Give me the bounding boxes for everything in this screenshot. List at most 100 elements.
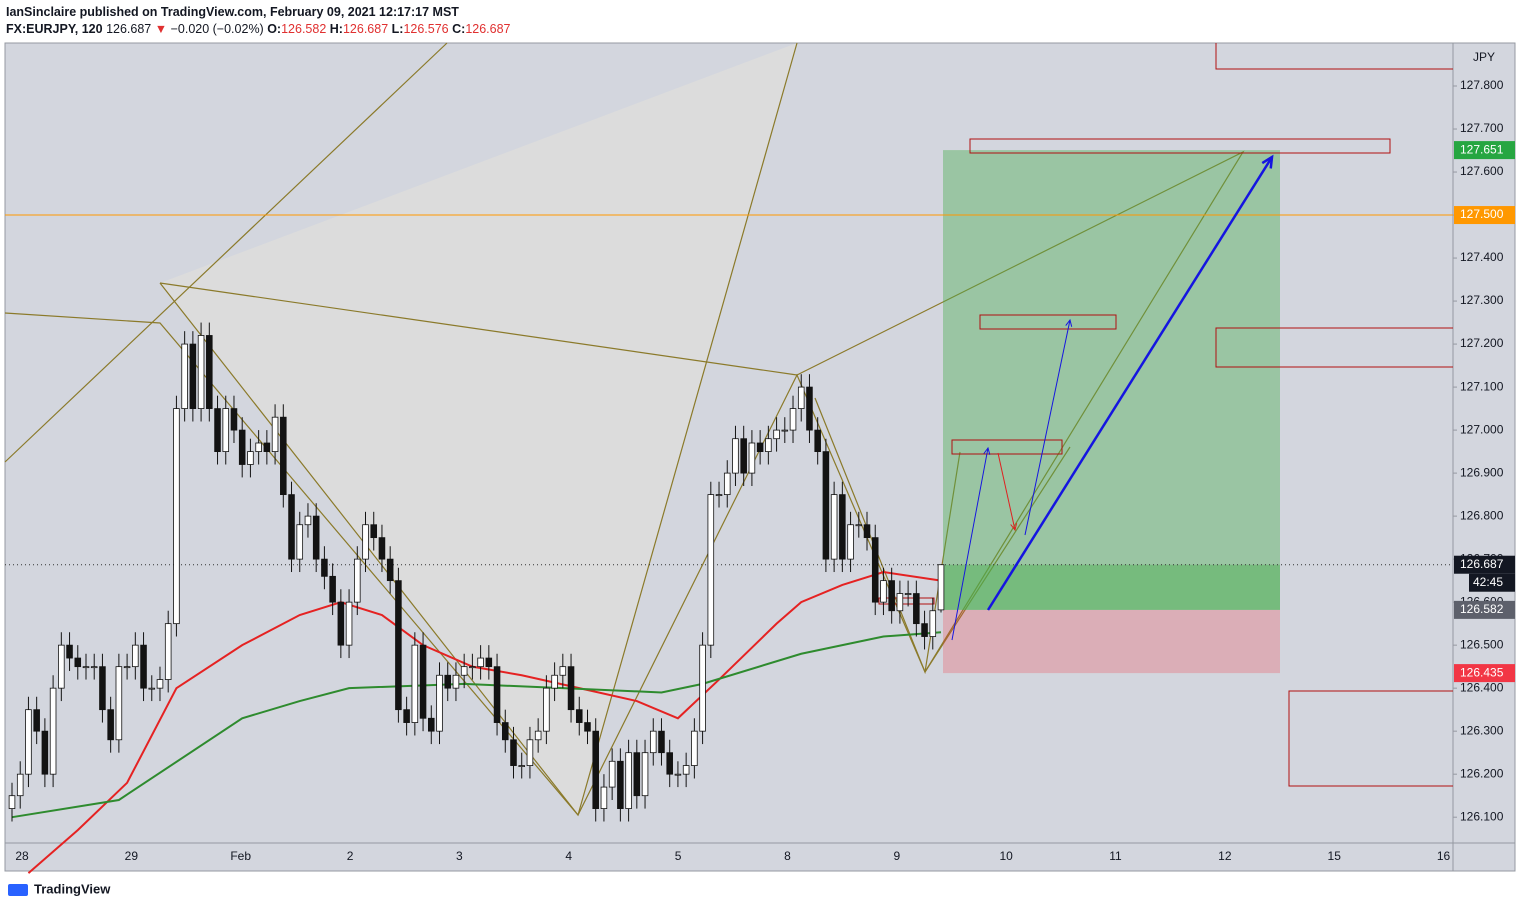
position <box>943 150 1280 674</box>
candle-body <box>173 408 180 625</box>
y-tick-label: 126.100 <box>1460 809 1504 823</box>
x-tick-label: 16 <box>1437 849 1451 863</box>
h-value: 126.687 <box>342 22 389 36</box>
x-tick-label: 3 <box>456 849 463 863</box>
pattern-line <box>924 446 1071 673</box>
candle-body <box>436 674 443 732</box>
candle-body <box>633 752 641 797</box>
candle-body <box>395 580 402 711</box>
y-tick-label: 127.800 <box>1460 78 1504 92</box>
candle-body <box>99 666 106 711</box>
candle-body <box>699 644 706 732</box>
candle-body <box>477 657 484 668</box>
arrow <box>1024 319 1071 536</box>
pattern-line <box>159 282 798 376</box>
zone <box>878 597 935 605</box>
candle-body <box>90 666 98 669</box>
candle-body <box>66 644 73 659</box>
candle-body <box>238 429 246 465</box>
candle-body <box>181 343 188 409</box>
x-tick-label: 2 <box>347 849 354 863</box>
candle-body <box>123 666 131 669</box>
y-tick-label: 126.500 <box>1460 637 1504 651</box>
candle-body <box>74 657 82 668</box>
symbol: FX:EURJPY, 120 <box>6 22 103 36</box>
l-label: L: <box>391 22 404 36</box>
x-tick-label: 29 <box>125 849 139 863</box>
candle-body <box>921 623 928 637</box>
y-tick-label: 126.400 <box>1460 680 1504 694</box>
candle-body <box>510 739 517 766</box>
countdown-badge <box>1469 573 1515 592</box>
y-tick-label: 126.800 <box>1460 508 1504 522</box>
pattern-line <box>4 42 448 463</box>
candle-body <box>740 438 747 474</box>
candle-body <box>691 730 698 766</box>
candle-body <box>625 752 632 809</box>
candle-body <box>16 773 24 797</box>
candle-body <box>222 408 230 453</box>
candle-body <box>288 494 295 560</box>
y-tick-label: 127.200 <box>1460 336 1504 350</box>
candle-body <box>551 674 558 689</box>
candle-body <box>600 786 608 809</box>
price-badge-label: 126.435 <box>1460 665 1504 679</box>
candle-body <box>164 623 172 680</box>
candle-body <box>255 442 262 453</box>
candle-body <box>822 451 830 560</box>
candle-body <box>329 575 336 603</box>
candle-body <box>641 752 649 797</box>
x-tick-label: 15 <box>1328 849 1342 863</box>
candle-body <box>617 760 624 809</box>
zone <box>951 439 1063 455</box>
y-tick-label: 127.300 <box>1460 293 1504 307</box>
price-badge <box>1454 141 1515 160</box>
target-zone <box>943 150 1280 610</box>
candle-body <box>428 717 435 732</box>
price-badge-label: 127.651 <box>1460 142 1504 156</box>
candle-body <box>280 416 287 496</box>
candle-body <box>715 494 723 497</box>
open-pnl <box>943 564 1280 610</box>
candle-body <box>608 760 616 788</box>
candle-body <box>526 739 534 766</box>
candle-body <box>206 335 213 409</box>
zone <box>969 138 1391 154</box>
candle-body <box>345 601 353 646</box>
zones <box>878 43 1453 787</box>
candle-body <box>419 644 427 719</box>
x-tick-label: 5 <box>675 849 682 863</box>
candle-body <box>765 438 772 453</box>
candle-body <box>230 408 238 431</box>
x-tick-label: 8 <box>784 849 791 863</box>
candle-body <box>8 795 16 809</box>
candle-body <box>649 730 657 754</box>
x-tick-label: 11 <box>1109 849 1122 863</box>
candle-body <box>559 666 567 676</box>
c-value: 126.687 <box>465 22 511 36</box>
price-badge-label: 126.582 <box>1460 602 1504 616</box>
c-label: C: <box>452 22 466 36</box>
candle-body <box>904 593 912 595</box>
candle-body <box>485 657 493 668</box>
candle-body <box>140 644 147 689</box>
stop-zone <box>943 609 1280 674</box>
candle-body <box>666 752 673 775</box>
candle-body <box>789 408 797 431</box>
candle-body <box>296 524 304 560</box>
pattern-fill <box>160 43 797 815</box>
logo <box>8 884 28 896</box>
x-tick-label: 28 <box>15 849 29 863</box>
arrow: ▼ <box>154 22 168 36</box>
candle-body <box>732 438 739 474</box>
candle-body <box>469 666 476 669</box>
candle-body <box>444 674 452 689</box>
candle-body <box>214 408 221 453</box>
candle-body <box>49 687 57 775</box>
candle-body <box>855 524 863 527</box>
publisher: IanSinclaire published on TradingView.co… <box>6 5 459 19</box>
candle-body <box>312 515 320 560</box>
candle-body <box>658 730 665 754</box>
